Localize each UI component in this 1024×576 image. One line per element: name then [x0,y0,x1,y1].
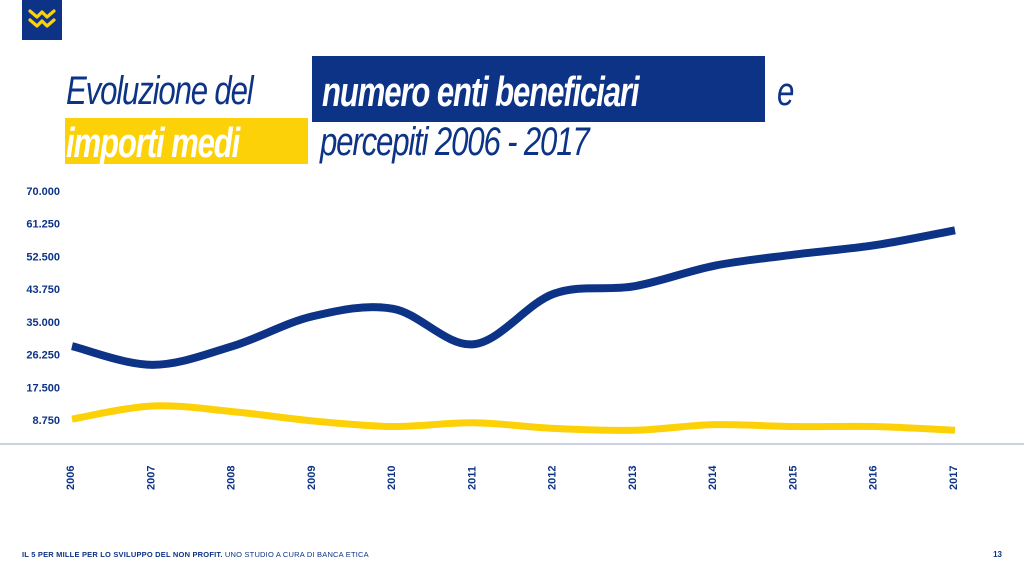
x-tick-label: 2012 [547,466,559,490]
title-highlight-yellow-text: importi medi [66,119,240,166]
y-tick-label: 52.500 [26,251,60,263]
x-tick-label: 2007 [145,466,157,490]
y-tick-label: 26.250 [26,350,60,362]
x-tick-label: 2008 [226,466,238,490]
y-tick-label: 43.750 [26,284,60,296]
series-line-navy [71,226,956,369]
page-number: 13 [993,550,1002,559]
title-highlight-yellow [65,118,308,164]
y-tick-label: 61.250 [26,219,60,231]
y-tick-label: 35.000 [26,317,60,329]
y-tick-label: 17.500 [26,382,60,394]
x-tick-label: 2017 [948,466,960,490]
y-tick-label: 70.000 [26,186,60,198]
x-tick-label: 2009 [306,466,318,490]
title-highlight-blue [312,56,765,122]
x-tick-label: 2006 [65,466,77,490]
x-tick-label: 2013 [627,466,639,490]
x-tick-label: 2011 [466,466,478,490]
footer-rest: UNO STUDIO A CURA DI BANCA ETICA [222,550,369,559]
title-part3: percepiti 2006 - 2017 [320,120,590,164]
y-tick-label: 8.750 [32,415,60,427]
title-highlight-blue-text: numero enti beneficiari [322,68,640,115]
x-tick-label: 2010 [386,466,398,490]
x-tick-label: 2014 [707,465,719,490]
x-tick-label: 2015 [787,466,799,490]
footer-bold: IL 5 PER MILLE PER LO SVILUPPO DEL NON P… [22,550,223,559]
series-line-yellow [71,402,956,434]
banca-etica-logo-icon [22,0,62,40]
footer-text: IL 5 PER MILLE PER LO SVILUPPO DEL NON P… [22,550,369,559]
title-part2: e [777,70,794,114]
title-part1: Evoluzione del [66,69,254,113]
x-tick-label: 2016 [868,466,880,490]
